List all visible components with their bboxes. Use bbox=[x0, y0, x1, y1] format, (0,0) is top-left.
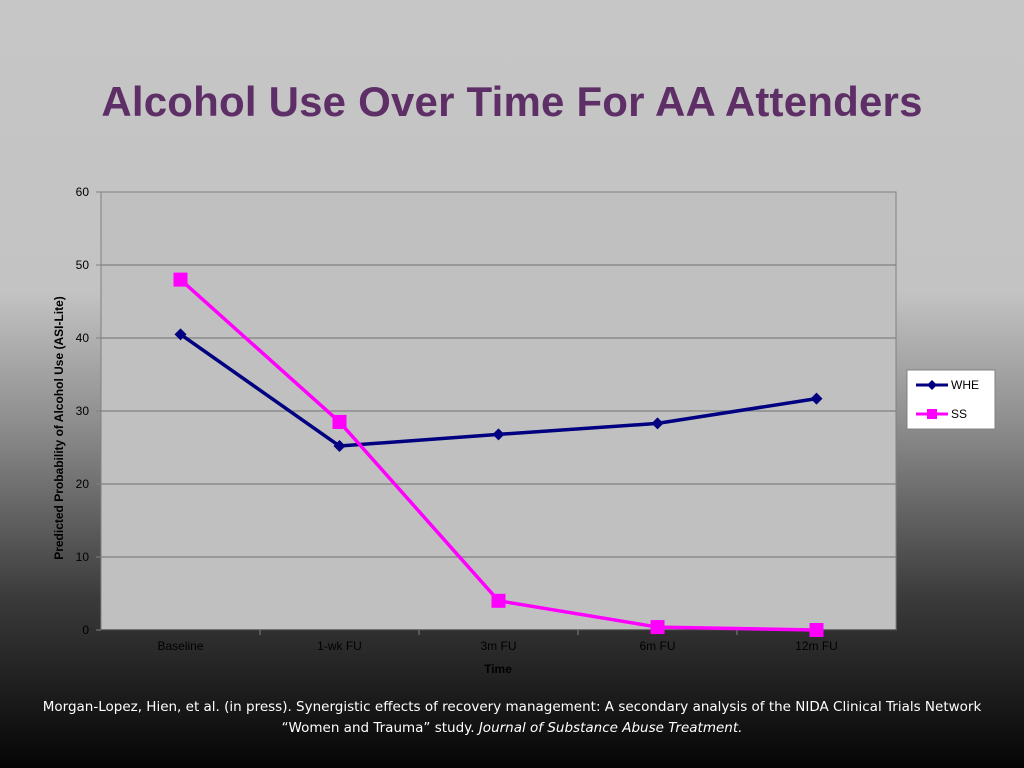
x-axis-title: Time bbox=[484, 662, 512, 676]
point-whe-1 bbox=[333, 440, 346, 453]
legend-item-whe: WHE bbox=[916, 378, 979, 392]
citation-text: Morgan-Lopez, Hien, et al. (in press). S… bbox=[42, 699, 982, 736]
legend-item-ss: SS bbox=[916, 407, 967, 421]
point-whe-0 bbox=[174, 328, 187, 341]
legend-marker-ss bbox=[927, 409, 937, 419]
y-tick-label-0: 0 bbox=[82, 623, 89, 637]
point-ss-0 bbox=[173, 272, 188, 287]
legend-label-ss: SS bbox=[951, 407, 967, 421]
y-tick-label-40: 40 bbox=[76, 331, 90, 345]
legend-marker-whe bbox=[927, 380, 937, 390]
y-axis-ticks: 0 10 20 30 40 50 60 bbox=[76, 185, 101, 637]
series-whe bbox=[174, 328, 823, 453]
legend-box bbox=[906, 369, 996, 430]
y-axis-title: Predicted Probability of Alcohol Use (AS… bbox=[52, 296, 66, 560]
point-whe-3 bbox=[651, 417, 664, 430]
legend-label-whe: WHE bbox=[951, 378, 979, 392]
point-whe-4 bbox=[810, 392, 823, 405]
y-tick-label-60: 60 bbox=[76, 185, 90, 199]
x-tick-label-6m-fu: 6m FU bbox=[640, 639, 676, 653]
line-chart: 0 10 20 30 40 50 60 Baseline 1-wk FU 3m FU 6m FU 1… bbox=[52, 185, 996, 676]
y-tick-label-50: 50 bbox=[76, 258, 90, 272]
citation: Morgan-Lopez, Hien, et al. (in press). S… bbox=[40, 697, 984, 739]
x-axis-ticks: Baseline 1-wk FU 3m FU 6m FU 12m FU bbox=[157, 630, 838, 653]
legend: WHE SS bbox=[906, 369, 996, 430]
point-ss-1 bbox=[332, 414, 347, 429]
point-ss-2 bbox=[491, 593, 506, 608]
point-ss-3 bbox=[650, 620, 665, 635]
y-tick-label-20: 20 bbox=[76, 477, 90, 491]
y-tick-label-30: 30 bbox=[76, 404, 90, 418]
point-whe-2 bbox=[492, 428, 505, 441]
data-series bbox=[173, 272, 824, 637]
citation-journal: Journal of Substance Abuse Treatment. bbox=[478, 720, 743, 736]
slide-title: Alcohol Use Over Time For AA Attenders bbox=[101, 78, 923, 125]
x-tick-label-3m-fu: 3m FU bbox=[481, 639, 517, 653]
x-tick-label-1-wk-fu: 1-wk FU bbox=[317, 639, 362, 653]
point-ss-4 bbox=[809, 623, 824, 637]
x-tick-label-baseline: Baseline bbox=[157, 639, 203, 653]
x-tick-label-12m-fu: 12m FU bbox=[795, 639, 838, 653]
y-tick-label-10: 10 bbox=[76, 550, 90, 564]
series-ss bbox=[173, 272, 824, 637]
